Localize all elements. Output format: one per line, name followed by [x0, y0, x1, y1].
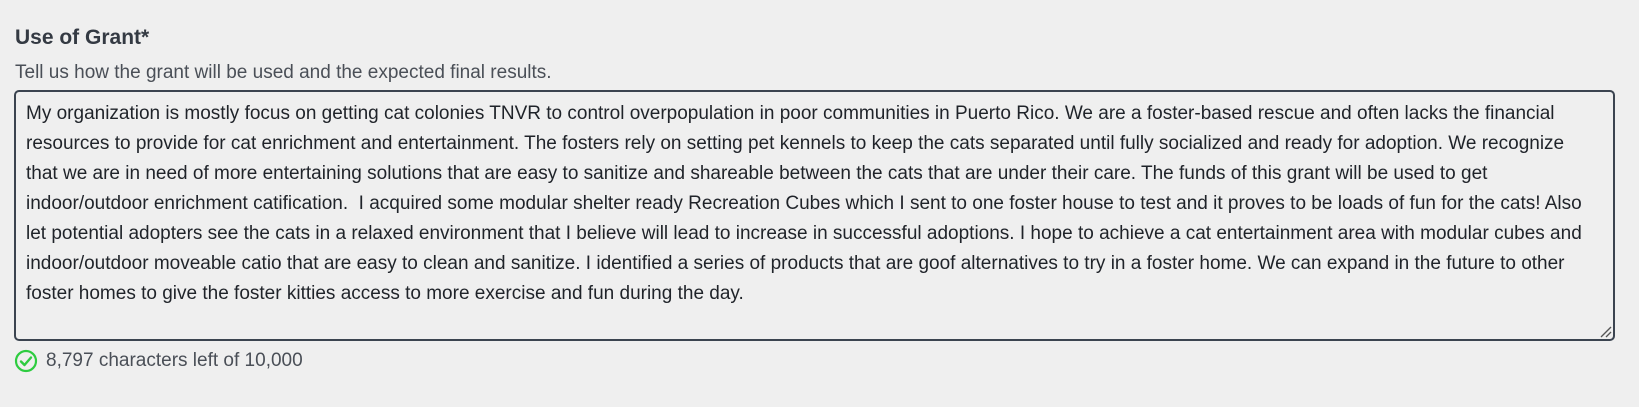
use-of-grant-textarea[interactable]: My organization is mostly focus on getti…: [26, 103, 1588, 304]
use-of-grant-field: Use of Grant* Tell us how the grant will…: [14, 25, 1615, 374]
use-of-grant-textarea-container: My organization is mostly focus on getti…: [14, 90, 1615, 341]
check-circle-icon: [14, 349, 38, 373]
counter-text: 8,797 characters left of 10,000: [46, 350, 303, 371]
character-counter: 8,797 characters left of 10,000: [14, 348, 1615, 374]
field-label: Use of Grant*: [15, 26, 150, 49]
field-help-text: Tell us how the grant will be used and t…: [15, 62, 552, 83]
resize-handle-icon[interactable]: [1598, 324, 1612, 338]
